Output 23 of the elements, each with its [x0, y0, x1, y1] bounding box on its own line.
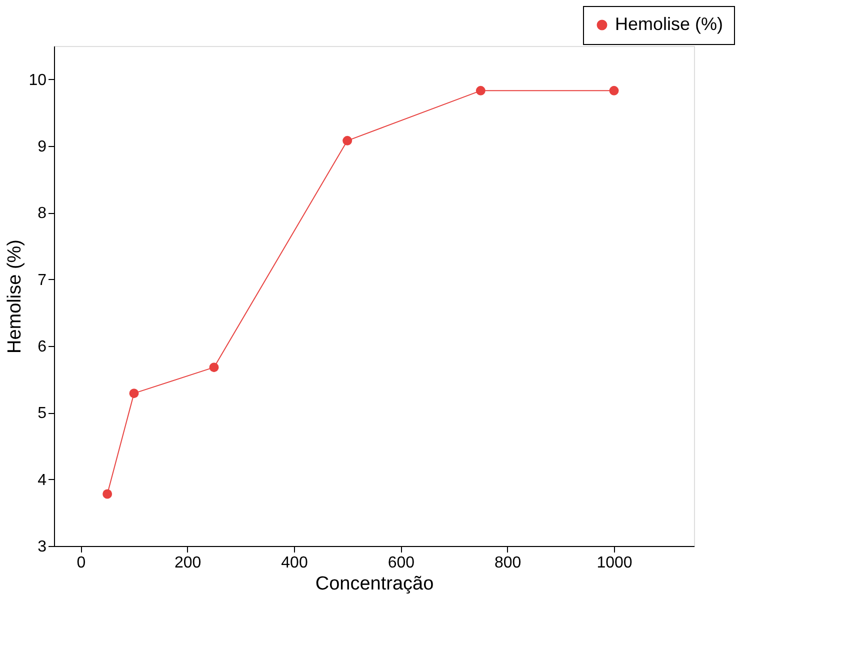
point: [102, 489, 112, 499]
point: [342, 136, 352, 146]
y-tick-label: 10: [28, 72, 47, 89]
y-tick-label: 9: [38, 138, 47, 156]
x-tick-label: 200: [174, 554, 202, 572]
y-tick-label: 3: [38, 538, 47, 556]
y-tick-label: 8: [38, 205, 47, 222]
y-tick-label: 5: [38, 405, 47, 422]
point: [129, 388, 139, 398]
point: [609, 86, 619, 96]
x-tick-label: 800: [494, 554, 522, 572]
y-tick-label: 4: [38, 472, 47, 489]
y-tick-label: 7: [38, 272, 47, 289]
legend-label: Hemolise (%): [615, 14, 724, 34]
point: [476, 86, 486, 96]
x-axis-title: Concentração: [315, 574, 434, 594]
x-tick-label: 0: [76, 554, 86, 572]
y-axis-title: Hemolise (%): [4, 239, 26, 354]
x-tick-label: 600: [388, 554, 415, 572]
point: [209, 362, 219, 372]
x-tick-label: 1000: [596, 554, 632, 572]
y-tick-label: 6: [38, 338, 47, 356]
x-tick-label: 400: [281, 554, 308, 572]
